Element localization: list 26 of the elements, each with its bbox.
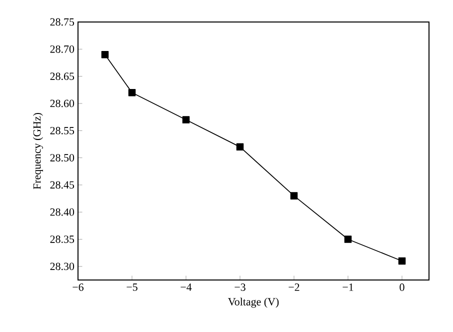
y-tick-label: 28.40 — [50, 208, 74, 216]
x-tick-label: 0 — [400, 284, 404, 291]
point — [236, 143, 244, 151]
y-tick-label: 28.60 — [50, 100, 74, 108]
point — [101, 50, 109, 58]
point — [290, 192, 298, 200]
y-tick-label: 28.45 — [50, 181, 74, 189]
y-tick-label: 28.50 — [50, 154, 74, 162]
y-tick-label: 28.65 — [50, 72, 74, 80]
point — [182, 116, 190, 124]
y-tick-label: 28.75 — [50, 18, 74, 26]
y-tick-label: 28.35 — [50, 236, 74, 243]
y-tick-label: 28.70 — [50, 45, 74, 53]
x-axis-title: Voltage (V) — [228, 298, 279, 308]
y-tick-label: 28.30 — [50, 262, 74, 270]
point — [398, 257, 406, 265]
point — [344, 236, 352, 243]
x-tick-label: −4 — [180, 284, 192, 291]
y-tick-label: 28.55 — [50, 126, 74, 134]
x-tick-label: −6 — [72, 284, 84, 291]
x-tick-label: −1 — [342, 284, 354, 291]
x-tick-label: −3 — [234, 284, 246, 291]
x-tick-label: −5 — [126, 284, 138, 291]
y-axis-title: Frequency (GHz) — [33, 112, 43, 190]
x-tick-label: −2 — [288, 284, 300, 291]
point — [128, 88, 136, 96]
